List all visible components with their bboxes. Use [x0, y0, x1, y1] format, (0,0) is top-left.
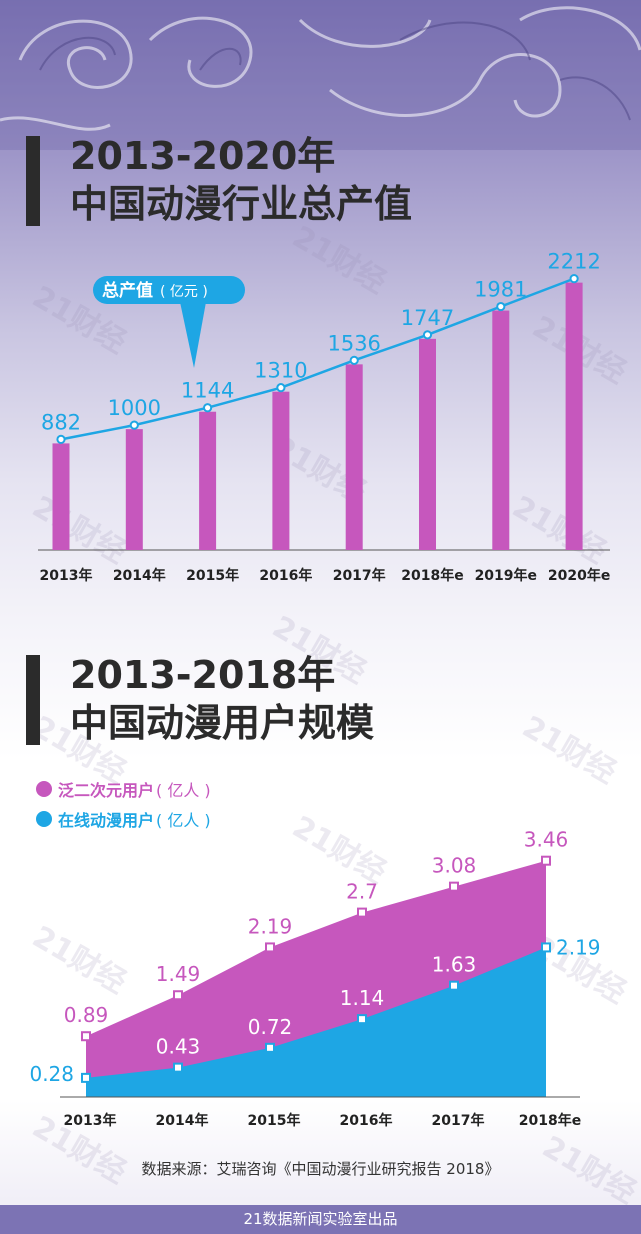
legend-unit: ( 亿人 ): [156, 811, 211, 830]
callout-label: 总产值: [102, 280, 153, 301]
point-marker: [357, 907, 367, 918]
user-scale-chart: 0.89 1.49 2.19 2.7 3.08 3.46 0.28 0.43 0.72 1.14 1…: [29, 828, 601, 1129]
point-marker: [173, 990, 183, 1001]
section-marker: [26, 655, 40, 745]
value-label: 0.28: [29, 1062, 74, 1086]
legend-label: 在线动漫用户: [58, 811, 155, 830]
value-label: 2.19: [248, 914, 293, 938]
x-tick-label: 2016年: [340, 1112, 393, 1129]
value-label: 3.46: [524, 828, 569, 852]
x-tick-label: 2020年e: [548, 567, 610, 584]
legend-swatch-blue: [36, 811, 52, 827]
line-point: [203, 403, 213, 413]
value-label: 2.7: [346, 880, 378, 904]
x-tick-label: 2013年: [64, 1112, 117, 1129]
bar: [565, 282, 583, 550]
value-label: 1.49: [156, 962, 201, 986]
point-marker: [357, 1014, 367, 1025]
value-label: 1144: [181, 379, 234, 403]
watermark: 21财经: [516, 709, 622, 791]
legend-swatch-purple: [36, 781, 52, 797]
x-tick-label: 2018年e: [519, 1112, 581, 1129]
value-label: 0.89: [64, 1003, 109, 1027]
x-tick-label: 2014年: [156, 1112, 209, 1129]
legend-label: 泛二次元用户: [58, 781, 155, 800]
callout-box: [93, 276, 245, 304]
legend-item-online-users: 在线动漫用户 ( 亿人 ): [36, 807, 211, 831]
callout-pointer: [180, 302, 206, 368]
value-label: 1747: [401, 306, 454, 330]
line-point: [276, 383, 286, 393]
line-point: [496, 301, 506, 312]
line-point: [422, 330, 433, 340]
x-tick-label: 2017年: [333, 567, 386, 584]
source-note: 数据来源：艾瑞咨询《中国动漫行业研究报告 2018》: [141, 1160, 500, 1178]
chart2-title-line1: 2013-2018年: [70, 653, 336, 697]
point-marker: [81, 1072, 91, 1083]
value-label: 1.14: [340, 986, 385, 1010]
output-value-chart: 882 1000 1144 1310 1536 1747 1981 2212 2013年 2014…: [38, 250, 610, 584]
point-marker: [541, 855, 551, 866]
x-tick-label: 2018年e: [401, 567, 463, 584]
bar: [419, 338, 436, 550]
value-label: 0.72: [248, 1015, 293, 1039]
bar: [345, 364, 363, 550]
bar: [272, 391, 290, 550]
line-point: [349, 355, 359, 365]
value-label: 2.19: [556, 935, 601, 959]
x-tick-label: 2016年: [259, 567, 312, 584]
section-marker: [26, 136, 40, 226]
value-label: 3.08: [432, 854, 477, 878]
bar: [492, 310, 510, 550]
line-point: [56, 434, 66, 444]
point-marker: [541, 942, 551, 953]
trend-line: [60, 277, 575, 441]
value-label: 1.63: [432, 953, 477, 977]
legend-unit: ( 亿人 ): [156, 781, 211, 800]
line-point: [569, 274, 579, 284]
x-tick-label: 2019年e: [475, 567, 537, 584]
callout-unit: ( 亿元 ): [160, 284, 208, 300]
footer-credit: 21数据新闻实验室出品: [0, 1205, 641, 1234]
bar: [199, 411, 217, 550]
point-marker: [81, 1031, 91, 1042]
chart2-title-line2: 中国动漫用户规模: [70, 701, 375, 745]
x-tick-label: 2013年: [40, 567, 93, 584]
header-swirl-decoration: [0, 0, 641, 150]
value-label: 2212: [547, 250, 600, 274]
line-point: [129, 420, 139, 430]
legend-item-acg-users: 泛二次元用户 ( 亿人 ): [36, 777, 211, 801]
bar: [125, 429, 143, 550]
point-marker: [265, 942, 275, 953]
x-tick-label: 2017年: [432, 1112, 485, 1129]
x-tick-label: 2015年: [186, 567, 239, 584]
value-label: 1981: [474, 278, 527, 302]
callout: 总产值 ( 亿元 ): [93, 276, 245, 368]
point-marker: [173, 1062, 183, 1073]
chart1-title-line1: 2013-2020年: [70, 134, 336, 178]
point-marker: [449, 980, 459, 991]
point-marker: [449, 881, 459, 892]
x-tick-label: 2014年: [113, 567, 166, 584]
point-marker: [265, 1042, 275, 1053]
value-label: 882: [41, 410, 81, 434]
bar: [52, 443, 70, 550]
chart1-title-line2: 中国动漫行业总产值: [70, 182, 413, 226]
x-tick-label: 2015年: [248, 1112, 301, 1129]
value-label: 1310: [254, 359, 307, 383]
value-label: 0.43: [156, 1035, 201, 1059]
value-label: 1536: [327, 331, 380, 355]
value-label: 1000: [108, 396, 161, 420]
area-online-users: [86, 947, 546, 1097]
